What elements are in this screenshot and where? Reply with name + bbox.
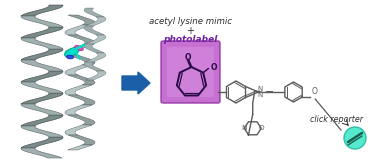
Polygon shape [65,65,92,75]
Text: O: O [311,87,317,96]
Text: O: O [185,53,191,62]
Polygon shape [68,55,95,65]
Polygon shape [68,115,95,125]
Polygon shape [21,137,63,148]
Polygon shape [86,71,106,80]
Polygon shape [21,16,63,27]
Polygon shape [84,26,104,35]
Polygon shape [21,93,63,104]
Text: +: + [186,26,195,36]
Polygon shape [86,53,106,62]
Ellipse shape [67,55,73,59]
Ellipse shape [65,47,79,57]
Polygon shape [21,60,63,71]
Text: N: N [258,92,263,98]
Ellipse shape [75,46,83,50]
Polygon shape [21,27,63,38]
Polygon shape [86,35,106,44]
Circle shape [344,127,366,149]
Polygon shape [65,85,92,95]
Text: N: N [258,86,263,92]
Polygon shape [21,71,63,82]
Polygon shape [84,44,104,53]
Polygon shape [68,35,95,45]
Polygon shape [65,105,92,115]
Polygon shape [21,148,62,158]
Text: acetyl lysine mimic: acetyl lysine mimic [149,16,232,25]
Polygon shape [21,82,63,93]
Polygon shape [68,95,95,105]
Polygon shape [68,15,95,25]
Text: click reporter: click reporter [310,116,364,125]
Polygon shape [65,25,92,35]
Polygon shape [68,75,95,85]
FancyBboxPatch shape [167,47,214,97]
Polygon shape [84,62,104,71]
FancyArrow shape [122,72,150,94]
Polygon shape [21,126,63,137]
Polygon shape [68,145,92,150]
Text: O: O [210,63,217,72]
Polygon shape [21,5,63,16]
Polygon shape [21,104,63,115]
Text: photolabel: photolabel [163,36,218,44]
Polygon shape [21,38,63,49]
Text: O: O [259,125,264,131]
Polygon shape [65,45,92,55]
FancyBboxPatch shape [161,41,220,103]
Polygon shape [84,8,104,17]
Polygon shape [86,17,106,26]
Polygon shape [21,115,63,126]
Polygon shape [21,49,63,60]
Text: N: N [242,125,247,131]
Polygon shape [65,125,92,135]
Polygon shape [68,135,95,145]
